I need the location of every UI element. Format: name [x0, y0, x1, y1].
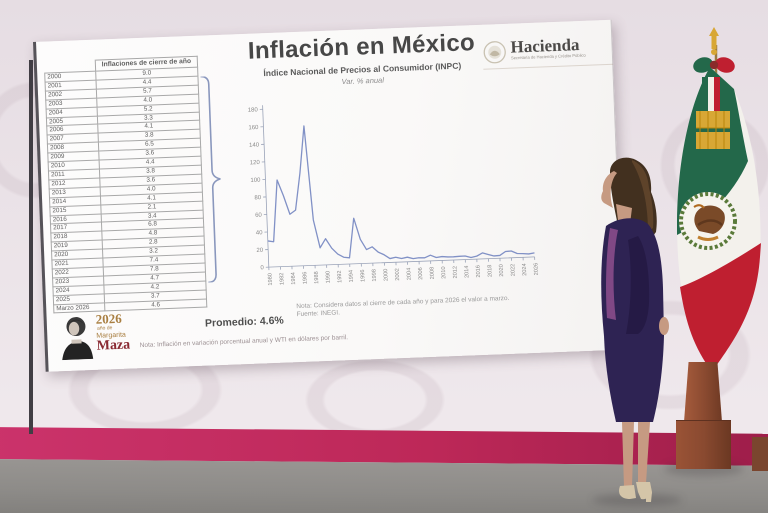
flag-pedestal-base: [676, 421, 731, 469]
x-tick-label: 1984: [291, 272, 297, 285]
x-tick-label: 2012: [452, 266, 458, 279]
person-jacket-embroidery: [606, 228, 618, 320]
slide: Inflación en México Índice Nacional de P…: [36, 20, 623, 372]
y-tick-label: 160: [248, 125, 259, 131]
x-tick-label: 2014: [464, 265, 470, 278]
person-hand: [659, 317, 669, 335]
x-tick-label: 1998: [372, 269, 378, 282]
y-tick-label: 40: [256, 230, 264, 236]
person-skirt: [604, 336, 664, 422]
x-tick-label: 1986: [302, 272, 308, 285]
flag-green-panel: [677, 67, 748, 235]
person-arm: [626, 236, 650, 334]
flag-finial-icon: [709, 27, 719, 49]
person-shoe-front: [619, 485, 636, 499]
y-tick-label: 100: [250, 178, 261, 184]
x-tick-label: 1982: [279, 272, 285, 285]
person-leg-front: [622, 422, 634, 487]
logo-year: 2026: [95, 310, 122, 327]
x-tick-label: 2018: [487, 265, 493, 278]
y-tick-label: 180: [248, 107, 259, 113]
y-tick-label: 60: [255, 213, 263, 219]
person-face: [601, 171, 617, 208]
flag-gold-fringe: [696, 111, 730, 149]
x-tick-label: 2006: [418, 267, 424, 280]
person-shoe-heel: [646, 492, 652, 502]
person-hair-highlight: [632, 160, 654, 232]
person-leg-back: [638, 422, 650, 483]
x-tick-label: 1996: [360, 269, 366, 282]
x-tick-label: 1988: [314, 271, 320, 284]
logo-name-last: Maza: [96, 337, 131, 354]
x-tick-label: 2020: [499, 264, 505, 277]
flag-eagle-emblem: [679, 192, 737, 250]
margarita-maza-portrait-icon: [62, 317, 94, 361]
x-tick-label: 2008: [429, 267, 435, 280]
year-2026-logo: 2026 año de Margarita Maza: [58, 310, 131, 361]
corner-pedestal: [752, 437, 768, 471]
inflation-line-chart: 0 20 40 60 80 100 120 140 160 180 1980 1982 1984 1986…: [248, 105, 540, 286]
flag-red-panel: [680, 243, 761, 372]
y-tick-label: 120: [250, 160, 261, 166]
x-tick-label: 1980: [268, 273, 274, 286]
x-tick-label: 1994: [348, 270, 354, 283]
y-tick-label: 80: [254, 195, 262, 201]
flag-ribbon: [693, 57, 735, 111]
person-shadow: [592, 494, 682, 506]
x-tick-label: 1992: [337, 270, 343, 283]
y-tick-label: 0: [260, 265, 264, 271]
standing-person: [601, 157, 669, 502]
hacienda-wordmark: Hacienda: [510, 35, 580, 57]
table-group-brace: [200, 75, 221, 283]
x-tick-label: 2010: [441, 266, 447, 279]
x-tick-label: 2004: [406, 268, 412, 281]
x-tick-label: 2026: [533, 263, 539, 276]
screen-edge-leg: [29, 60, 33, 434]
chart-axes: [262, 105, 535, 268]
x-tick-label: 2016: [476, 265, 482, 278]
inflation-series-line: [267, 125, 535, 260]
x-tick-label: 2022: [510, 264, 516, 277]
slide-header: Inflación en México Índice Nacional de P…: [196, 27, 528, 92]
hacienda-logo: Hacienda Secretaría de Hacienda y Crédit…: [482, 34, 621, 65]
x-tick-label: 2024: [522, 263, 528, 276]
person-jacket: [601, 218, 664, 336]
projection-screen: Inflación en México Índice Nacional de P…: [33, 19, 625, 372]
flag-pedestal-neck: [684, 362, 722, 422]
y-tick-label: 20: [256, 248, 264, 254]
y-tick-label: 140: [249, 142, 260, 148]
inflation-table: Inflaciones de cierre de año 2000 9.0 2001…: [44, 56, 208, 314]
x-tick-label: 2000: [383, 268, 389, 281]
x-tick-label: 1990: [325, 271, 331, 284]
mexican-flag: [677, 27, 761, 372]
hacienda-seal-icon: [483, 41, 506, 64]
x-tick-label: 2002: [395, 268, 401, 281]
